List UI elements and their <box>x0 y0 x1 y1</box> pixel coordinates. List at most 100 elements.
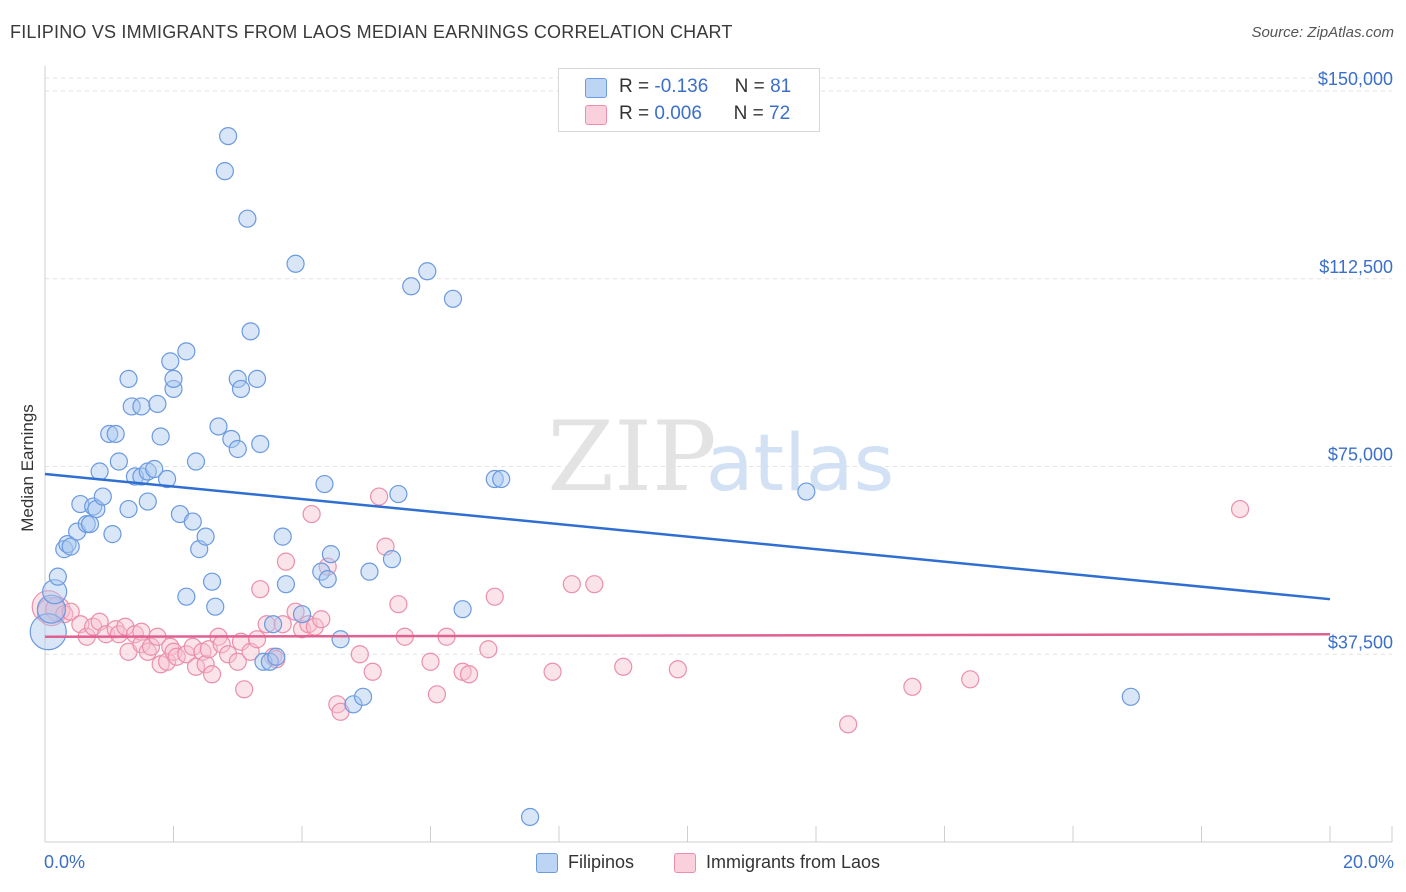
x-tick-label-max: 20.0% <box>1342 852 1394 872</box>
point-filipinos <box>520 807 540 827</box>
bottom-legend-label-filipinos: Filipinos <box>568 852 635 872</box>
point-laos <box>61 602 80 621</box>
point-filipinos <box>321 545 341 564</box>
point-laos <box>421 652 440 671</box>
point-filipinos <box>228 439 247 459</box>
point-filipinos <box>315 474 334 494</box>
point-laos <box>562 575 581 594</box>
point-filipinos <box>106 424 125 444</box>
point-filipinos <box>119 369 138 389</box>
y-tick-label: $75,000 <box>1328 445 1393 465</box>
point-filipinos <box>276 575 296 594</box>
point-filipinos <box>80 514 100 534</box>
point-filipinos <box>157 469 177 489</box>
point-laos <box>302 504 321 524</box>
point-laos <box>479 640 498 659</box>
point-laos <box>543 662 562 681</box>
correlation-legend: R = -0.136 N = 81 R = 0.006 N = 72 <box>558 68 820 132</box>
point-laos <box>228 652 247 671</box>
point-filipinos <box>273 527 292 546</box>
source-label: Source: ZipAtlas.com <box>1251 24 1394 41</box>
point-filipinos <box>389 484 408 504</box>
point-filipinos <box>29 613 67 651</box>
point-laos <box>157 652 177 671</box>
point-filipinos <box>286 254 305 273</box>
point-laos <box>138 642 157 661</box>
point-filipinos <box>109 452 128 471</box>
legend-r-value-filipinos: -0.136 <box>654 76 709 97</box>
point-laos <box>363 662 382 681</box>
legend-n-label: N = <box>733 103 764 124</box>
point-filipinos <box>58 535 77 554</box>
point-filipinos <box>151 427 170 446</box>
point-filipinos <box>443 289 463 308</box>
point-filipinos <box>222 429 241 449</box>
point-laos <box>219 645 238 664</box>
point-filipinos <box>312 562 331 581</box>
point-laos <box>161 637 180 656</box>
legend-swatch-laos <box>585 105 607 125</box>
point-filipinos <box>344 695 363 714</box>
watermark-zip: ZIP <box>547 401 716 513</box>
point-filipinos <box>797 482 816 501</box>
point-filipinos <box>231 379 251 399</box>
point-filipinos <box>238 209 257 228</box>
point-filipinos <box>241 322 260 341</box>
legend-r-value-laos: 0.006 <box>654 103 702 124</box>
point-filipinos <box>161 352 180 371</box>
point-filipinos <box>215 162 234 181</box>
x-tick-label-min: 0.0% <box>44 852 86 872</box>
point-filipinos <box>251 434 270 454</box>
axes <box>44 66 1393 843</box>
bottom-legend-label-laos: Immigrants from Laos <box>706 852 881 872</box>
point-filipinos <box>164 379 183 399</box>
point-filipinos <box>119 499 138 519</box>
point-filipinos <box>122 397 141 416</box>
point-filipinos <box>206 597 225 616</box>
point-laos <box>961 670 980 689</box>
point-laos <box>350 645 369 664</box>
point-filipinos <box>186 452 206 471</box>
point-filipinos <box>318 570 337 589</box>
legend-n-label: N = <box>734 76 765 97</box>
point-filipinos <box>228 369 247 389</box>
y-tick-label: $112,500 <box>1319 257 1393 277</box>
point-filipinos <box>263 615 283 634</box>
point-laos <box>276 552 296 571</box>
point-laos <box>903 677 922 696</box>
point-filipinos <box>247 369 267 389</box>
point-filipinos <box>202 572 222 591</box>
point-laos <box>273 615 292 634</box>
point-laos <box>370 487 389 506</box>
point-laos <box>485 587 504 606</box>
point-laos <box>389 595 408 614</box>
point-filipinos <box>292 605 312 624</box>
point-filipinos <box>360 562 379 581</box>
point-laos <box>109 625 128 644</box>
point-filipinos <box>177 342 196 361</box>
point-laos <box>839 715 858 734</box>
y-tick-label: $150,000 <box>1318 69 1393 89</box>
point-laos <box>235 680 254 699</box>
legend-r-label: R = <box>619 76 650 97</box>
point-laos <box>427 685 447 704</box>
y-tick-label: $37,500 <box>1328 632 1393 652</box>
point-filipinos <box>402 277 421 296</box>
point-laos <box>141 637 161 656</box>
point-filipinos <box>353 687 373 706</box>
point-filipinos <box>103 525 122 544</box>
point-filipinos <box>382 550 402 569</box>
point-filipinos <box>84 497 103 516</box>
legend-swatch-filipinos <box>585 78 607 98</box>
point-laos <box>251 580 270 599</box>
point-filipinos <box>42 579 68 605</box>
point-laos <box>585 575 604 594</box>
point-filipinos <box>453 600 472 619</box>
grid-lines <box>45 77 1392 655</box>
trend-line-filipinos <box>44 472 1331 601</box>
point-filipinos <box>492 469 511 489</box>
point-filipinos <box>219 126 238 146</box>
point-filipinos <box>132 397 151 416</box>
legend-n-value-filipinos: 81 <box>770 76 792 97</box>
